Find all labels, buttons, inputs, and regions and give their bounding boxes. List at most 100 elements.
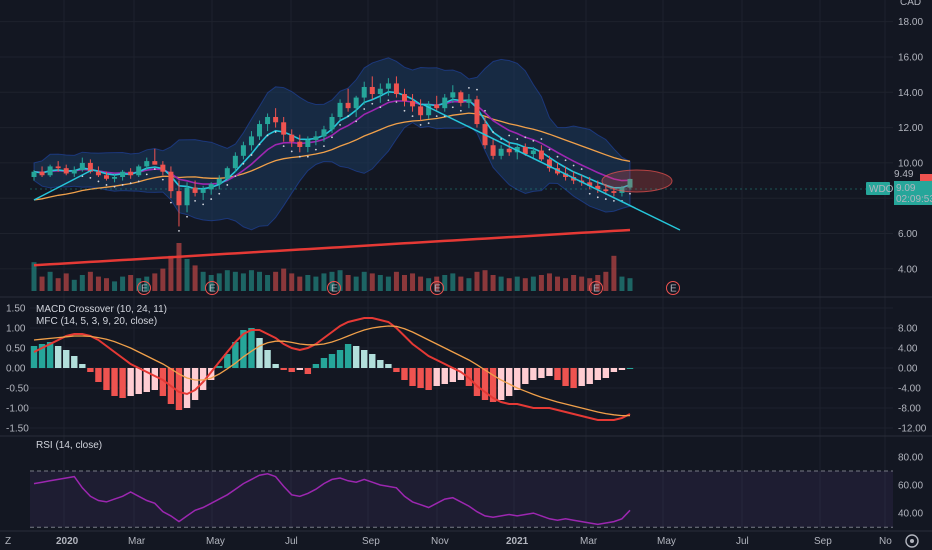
macd-hist-bar (304, 368, 312, 374)
volume-bar (450, 273, 456, 291)
volume-bar (555, 276, 561, 291)
rsi-line (33, 473, 631, 526)
volume-bar (393, 271, 399, 291)
volume-bar (184, 259, 190, 291)
volume-bar (361, 271, 367, 291)
macd-hist-bar (207, 368, 215, 380)
volume-bar (87, 271, 93, 291)
price-tick: 18.00 (898, 17, 923, 28)
psar-dot (492, 131, 494, 133)
rsi-axis[interactable]: 80.00 60.00 40.00 (898, 452, 923, 519)
psar-dot (331, 136, 333, 139)
psar-dot (371, 102, 374, 105)
macd-hist-bar (441, 368, 448, 384)
macd-hist-bar (602, 368, 610, 378)
candle-body (546, 159, 552, 169)
macd-hist-bar (626, 368, 634, 369)
psar-dot (572, 164, 575, 167)
signal-line (33, 325, 630, 417)
psar-dot (105, 184, 108, 186)
rsi-pane[interactable]: RSI (14, close) 80.00 60.00 40.00 (30, 440, 923, 528)
alert-value: 9.49 (894, 169, 914, 180)
macd-line (33, 317, 631, 421)
candle-body (506, 148, 512, 153)
candle-body (522, 147, 528, 155)
psar-dot (274, 131, 277, 133)
macd-left-tick: -1.00 (6, 404, 29, 415)
volume-bar (482, 270, 488, 291)
macd-hist-bar (554, 368, 561, 380)
candle-body (192, 187, 198, 193)
earnings-marker-label: E (141, 284, 148, 295)
macd-hist-bar (143, 368, 150, 392)
macd-hist-bar (344, 344, 352, 368)
psar-dot (145, 173, 148, 176)
macd-hist-bar (377, 360, 384, 368)
macd-right-tick: -12.00 (898, 424, 927, 435)
candle-body (265, 116, 271, 125)
mfc-subtitle: MFC (14, 5, 3, 9, 20, close) (36, 316, 157, 327)
macd-hist-bar (183, 368, 191, 408)
time-tick: May (657, 536, 676, 547)
psar-dot (451, 106, 454, 109)
time-axis[interactable]: 2020 Mar May Jul Sep Nov 2021 Mar May Jul Sep No (56, 536, 892, 547)
time-tick: 2020 (56, 536, 79, 547)
volume-bar (490, 275, 496, 291)
volume-bar (571, 275, 577, 291)
currency-label: CAD (900, 0, 921, 8)
macd-hist-bar (505, 368, 513, 396)
macd-hist-bar (312, 364, 320, 368)
candle-body (232, 155, 238, 169)
volume-bar (337, 270, 343, 291)
time-tick: Sep (362, 536, 380, 547)
earnings-marker (589, 281, 603, 295)
candle-body (39, 171, 45, 176)
macd-pane[interactable]: MACD Crossover (10, 24, 11) MFC (14, 5, … (6, 304, 927, 435)
macd-hist-bar (497, 368, 505, 400)
candle-body (248, 136, 254, 146)
time-tick: No (879, 536, 892, 547)
macd-hist-bar (103, 368, 110, 390)
candle-body (369, 86, 375, 95)
time-tick: 2021 (506, 536, 529, 547)
last-price-tag[interactable]: WDO 9.09 02:09:53 (866, 181, 932, 205)
highlight-ellipse[interactable] (601, 169, 673, 193)
candle-body (361, 86, 367, 98)
candle-body (55, 166, 61, 169)
earnings-marker-label: E (331, 284, 338, 295)
earnings-marker (137, 281, 151, 295)
volume-bar (587, 278, 593, 291)
candle-body (393, 83, 399, 95)
symbol-tag: WDO (869, 184, 894, 195)
macd-hist-bar (248, 328, 255, 368)
trendline-early[interactable] (33, 169, 93, 201)
macd-hist-bar (288, 368, 295, 372)
psar-dot (210, 198, 213, 200)
macd-hist-bar (320, 358, 328, 368)
psar-dot (419, 124, 422, 126)
volume-bars (31, 243, 633, 291)
zoom-reset-button[interactable]: Z (5, 536, 11, 547)
candle-body (401, 94, 407, 102)
volume-bar (192, 265, 198, 291)
psar-dot (604, 198, 607, 200)
volume-bar (257, 271, 263, 291)
trendline-upper[interactable] (421, 103, 681, 231)
volume-bar (176, 243, 182, 291)
volume-bar (103, 278, 109, 291)
macd-left-tick: -0.50 (6, 384, 29, 395)
psar-dot (395, 101, 398, 103)
candle-body (168, 171, 174, 192)
volume-bar (466, 278, 472, 291)
macd-right-axis[interactable]: 8.00 4.00 0.00 -4.00 -8.00 -12.00 (898, 324, 927, 435)
earnings-marker (205, 281, 219, 295)
candle-body (184, 187, 190, 206)
psar-dot (113, 185, 116, 188)
settings-button[interactable] (905, 534, 919, 548)
psar-dot (186, 215, 188, 218)
candle-body (385, 83, 391, 89)
